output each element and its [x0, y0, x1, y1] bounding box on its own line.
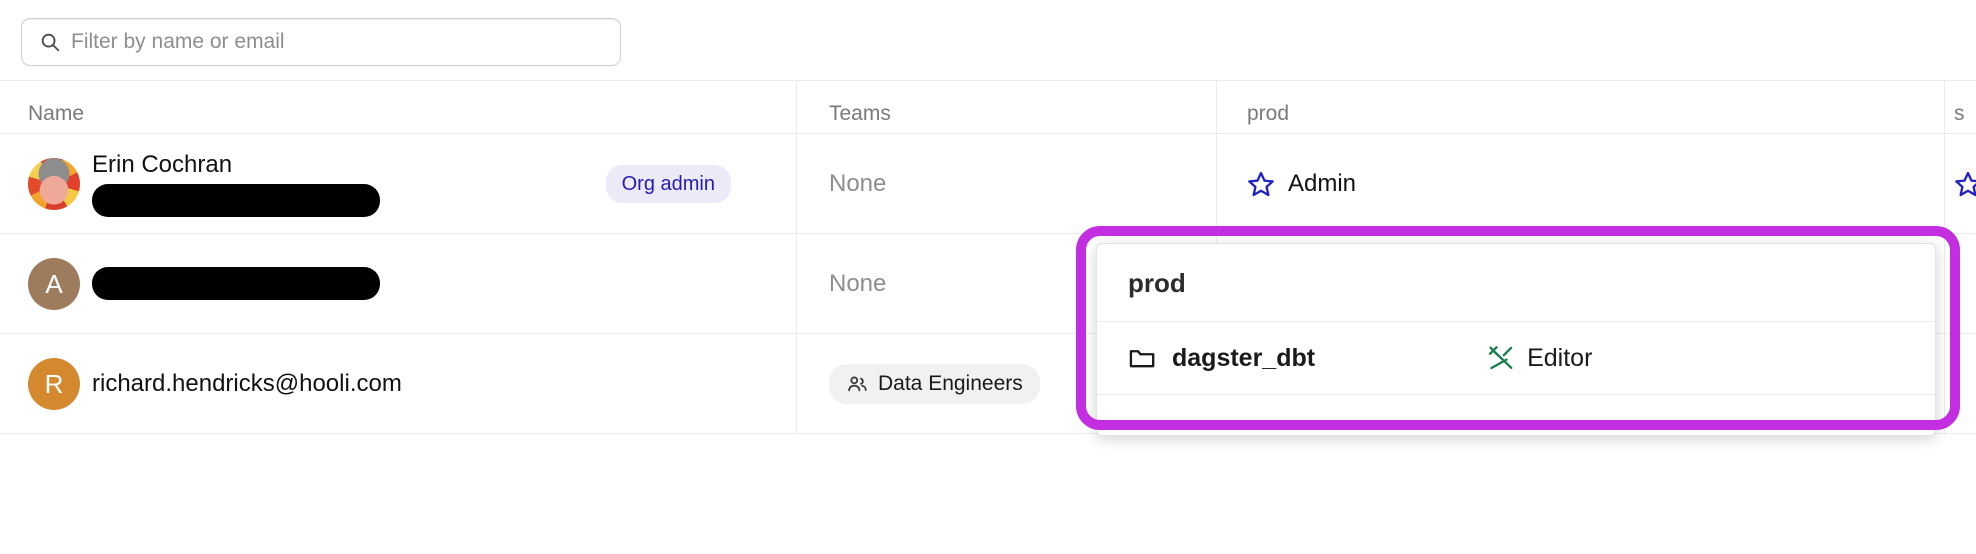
prod-role: Admin	[1288, 169, 1357, 197]
cell-staging[interactable]	[1944, 334, 1976, 433]
filter-bar	[0, 0, 1976, 80]
person-email: richard.hendricks@hooli.com	[92, 369, 402, 397]
cell-teams: None	[796, 134, 1216, 233]
table-row[interactable]: Erin Cochran Org admin None Admin	[0, 134, 1976, 234]
team-chip[interactable]: Data Engineers	[829, 363, 1040, 404]
prod-permissions-popover: prod dagster_dbt Editor	[1096, 243, 1936, 436]
tools-icon	[1488, 346, 1513, 370]
avatar-initial: A	[45, 268, 63, 299]
folder-icon	[1129, 350, 1155, 368]
cell-teams: None	[796, 234, 1216, 333]
column-header-prod[interactable]: prod	[1216, 81, 1944, 133]
search-input[interactable]	[71, 20, 591, 64]
column-header-name[interactable]: Name	[0, 81, 796, 133]
cell-prod[interactable]: Admin	[1216, 134, 1944, 233]
popover-footer-divider	[1097, 394, 1935, 395]
popover-permission-row[interactable]: dagster_dbt Editor	[1097, 322, 1935, 394]
table-row[interactable]: A None	[0, 234, 1976, 334]
popover-role: Editor	[1527, 343, 1593, 372]
table-header-row: Name Teams prod s	[0, 81, 1976, 134]
teams-value: None	[829, 269, 887, 297]
redacted-name	[92, 267, 380, 300]
star-icon	[1248, 171, 1274, 196]
search-box[interactable]	[21, 18, 621, 66]
status-badge: Org admin	[605, 164, 731, 203]
people-icon	[848, 375, 867, 391]
popover-role-wrap: Editor	[1487, 344, 1592, 373]
avatar	[28, 157, 80, 210]
cell-name: A	[0, 234, 796, 333]
popover-divider	[1097, 321, 1935, 322]
avatar: A	[28, 257, 80, 310]
avatar: R	[28, 357, 80, 410]
popover-title: prod	[1128, 268, 1186, 298]
cell-staging[interactable]	[1944, 134, 1976, 233]
cell-teams: Data Engineers	[796, 334, 1216, 433]
column-header-staging[interactable]: s	[1944, 81, 1976, 133]
column-header-prod-label: prod	[1247, 102, 1290, 125]
redacted-email	[92, 184, 380, 217]
person-name: Erin Cochran	[92, 151, 233, 178]
popover-location: dagster_dbt	[1172, 343, 1316, 372]
avatar-initial: R	[44, 368, 64, 399]
cell-staging[interactable]	[1944, 234, 1976, 333]
team-chip-label: Data Engineers	[878, 371, 1023, 395]
column-header-teams[interactable]: Teams	[796, 81, 1216, 133]
search-icon	[41, 33, 60, 52]
column-header-staging-label: s	[1954, 102, 1965, 125]
column-header-name-label: Name	[28, 102, 85, 125]
teams-value: None	[829, 169, 887, 197]
cell-name: R richard.hendricks@hooli.com	[0, 334, 796, 433]
column-header-teams-label: Teams	[829, 102, 891, 125]
members-table: Name Teams prod s Erin Cochran Org admin…	[0, 80, 1976, 434]
cell-name: Erin Cochran Org admin	[0, 134, 796, 233]
star-icon	[1955, 171, 1976, 196]
